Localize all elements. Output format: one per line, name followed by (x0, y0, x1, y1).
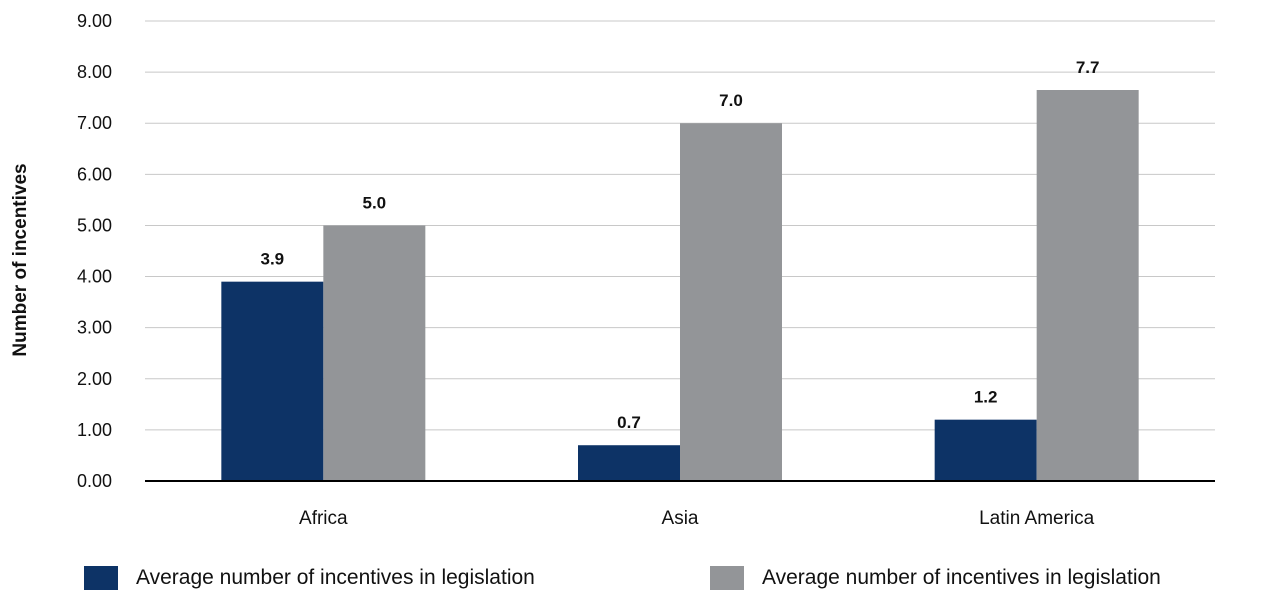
bar-africa-series-2 (323, 225, 426, 481)
y-axis-ticks: 0.00 1.00 2.00 3.00 4.00 5.00 6.00 7.00 8.00 9.00 (77, 11, 112, 491)
y-tick-label: 1.00 (77, 420, 112, 440)
data-label: 5.0 (363, 193, 387, 212)
x-category-label: Africa (299, 508, 348, 529)
legend-label-series-1: Average number of incentives in legislat… (136, 566, 535, 589)
y-tick-label: 9.00 (77, 11, 112, 31)
y-tick-label: 3.00 (77, 318, 112, 338)
legend-swatch-series-2 (710, 566, 744, 590)
bar-africa-series-1 (221, 281, 324, 481)
x-category-label: Asia (662, 508, 699, 529)
legend: Average number of incentives in legislat… (0, 566, 1282, 594)
y-tick-label: 2.00 (77, 369, 112, 389)
data-label: 7.7 (1076, 58, 1100, 77)
bar-chart: 0.00 1.00 2.00 3.00 4.00 5.00 6.00 7.00 8.00 9.00… (10, 11, 1215, 529)
y-tick-label: 8.00 (77, 62, 112, 82)
bar-latin-america-series-1 (934, 419, 1037, 481)
data-label: 7.0 (719, 91, 743, 110)
bars (221, 90, 1139, 481)
x-category-label: Latin America (979, 508, 1095, 529)
x-axis-categories: Africa Asia Latin America (299, 508, 1095, 529)
legend-label-series-2: Average number of incentives in legislat… (762, 566, 1161, 589)
data-label: 0.7 (617, 413, 641, 432)
data-labels: 3.9 5.0 0.7 7.0 1.2 7.7 (261, 58, 1100, 432)
y-axis-title: Number of incentives (10, 163, 31, 356)
legend-swatch-series-1 (84, 566, 118, 590)
bar-asia-series-2 (680, 123, 782, 481)
data-label: 3.9 (261, 250, 285, 269)
bar-asia-series-1 (578, 445, 680, 481)
y-tick-label: 4.00 (77, 267, 112, 287)
data-label: 1.2 (974, 388, 998, 407)
bar-latin-america-series-2 (1036, 90, 1139, 481)
y-tick-label: 5.00 (77, 215, 112, 235)
legend-item-series-2: Average number of incentives in legislat… (710, 566, 1161, 590)
legend-item-series-1: Average number of incentives in legislat… (84, 566, 535, 590)
y-tick-label: 0.00 (77, 471, 112, 491)
y-tick-label: 7.00 (77, 113, 112, 133)
y-tick-label: 6.00 (77, 164, 112, 184)
